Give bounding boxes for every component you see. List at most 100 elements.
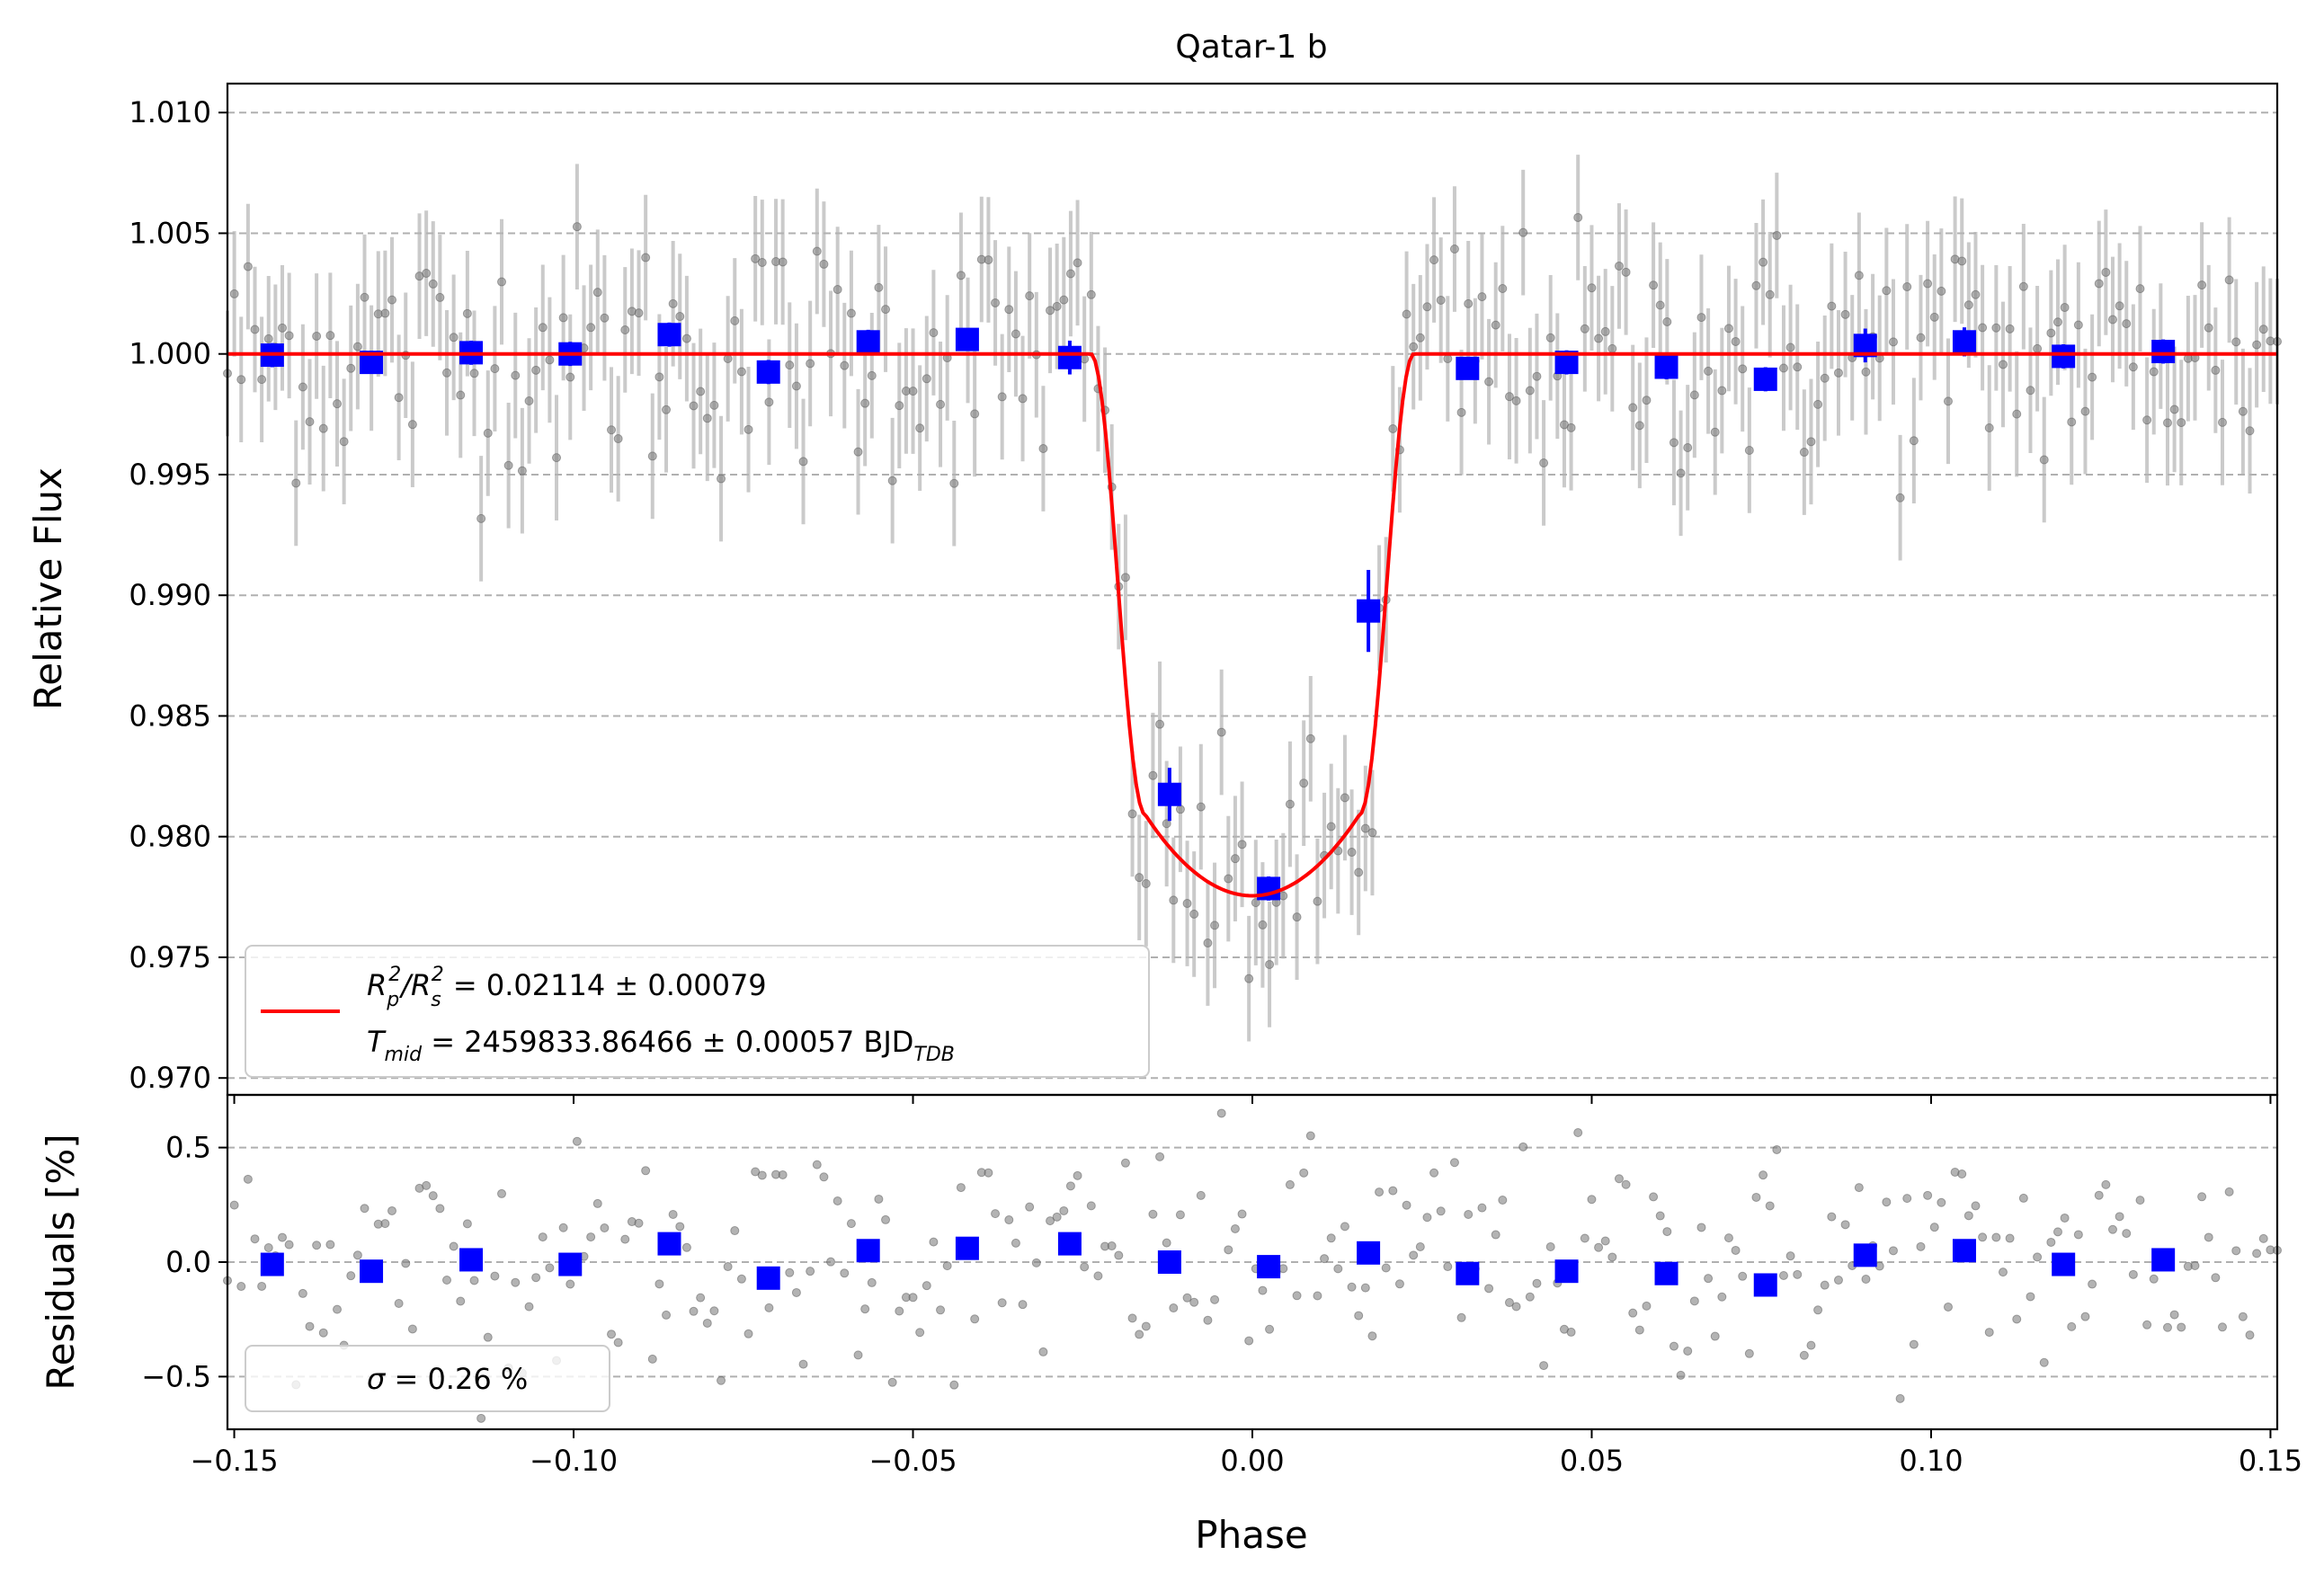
- raw-data-point: [1305, 734, 1315, 743]
- residual-point: [1477, 1203, 1487, 1213]
- binned-residual-point: [1357, 1241, 1381, 1265]
- residual-point: [812, 1160, 822, 1169]
- raw-data-point: [620, 325, 630, 334]
- residual-point: [1381, 1263, 1391, 1273]
- raw-data-point: [751, 253, 761, 263]
- residual-point: [846, 1219, 856, 1229]
- residual-point: [2080, 1312, 2090, 1321]
- residual-point: [1120, 1158, 1130, 1168]
- bottom-x-tick-label: 0.15: [2239, 1444, 2302, 1478]
- residual-point: [1902, 1194, 1912, 1204]
- raw-data-point: [798, 457, 808, 467]
- residual-point: [2033, 1252, 2043, 1262]
- residual-point: [668, 1209, 678, 1219]
- top-y-tick-label: 0.990: [129, 578, 211, 612]
- raw-data-point: [1018, 394, 1028, 404]
- residual-point: [1518, 1142, 1528, 1152]
- bottom-legend: σ = 0.26 %: [245, 1345, 610, 1412]
- bottom-x-tick-label: 0.00: [1220, 1444, 1284, 1478]
- raw-data-point: [1237, 840, 1247, 849]
- residual-point: [1717, 1292, 1727, 1302]
- residual-point: [1580, 1233, 1589, 1243]
- top-y-tick-label: 0.995: [129, 458, 211, 492]
- residual-point: [1916, 1241, 1926, 1251]
- raw-data-point: [1998, 360, 2008, 369]
- raw-data-point: [970, 409, 980, 419]
- raw-data-point: [2142, 415, 2152, 425]
- raw-data-point: [1642, 396, 1652, 405]
- raw-data-point: [1861, 367, 1871, 377]
- residual-point: [1806, 1340, 1816, 1350]
- residual-point: [1443, 1262, 1453, 1272]
- raw-data-point: [1793, 362, 1803, 372]
- raw-data-point: [538, 323, 548, 333]
- raw-data-point: [2162, 418, 2172, 428]
- raw-data-point: [778, 257, 788, 267]
- residual-point: [229, 1200, 239, 1210]
- residual-point: [2039, 1357, 2049, 1367]
- residual-point: [2046, 1237, 2056, 1247]
- residual-point: [2052, 1227, 2062, 1237]
- binned-flux-point: [1357, 599, 1381, 623]
- legend-rp-symbol: R: [367, 968, 387, 1002]
- residual-point: [1525, 1292, 1535, 1302]
- residual-point: [394, 1298, 404, 1308]
- residual-point: [2005, 1233, 2015, 1243]
- bottom-x-tick-label: 0.05: [1560, 1444, 1624, 1478]
- residual-point: [1409, 1250, 1419, 1260]
- residual-point: [1744, 1348, 1754, 1358]
- residual-point: [263, 1243, 273, 1253]
- residual-point: [709, 1306, 719, 1316]
- raw-data-point: [291, 478, 301, 488]
- raw-data-point: [1340, 793, 1349, 803]
- residual-point: [2094, 1190, 2104, 1200]
- residual-point: [1065, 1181, 1075, 1191]
- residual-point: [2231, 1246, 2241, 1256]
- raw-data-point: [1025, 291, 1035, 301]
- residual-point: [1943, 1302, 1953, 1312]
- raw-data-point: [1840, 309, 1850, 319]
- legend-tmid-value: = 2459833.86466 ± 0.00057 BJD: [422, 1025, 913, 1059]
- raw-data-point: [1738, 364, 1748, 374]
- residual-point: [1704, 1274, 1714, 1284]
- raw-data-point: [1634, 421, 1644, 431]
- residual-point: [1957, 1169, 1967, 1179]
- binned-residual-point: [1157, 1250, 1181, 1274]
- residual-point: [723, 1262, 733, 1272]
- raw-data-point: [1127, 809, 1137, 819]
- residual-point: [1827, 1212, 1837, 1222]
- residual-point: [997, 1298, 1007, 1308]
- bottom-binned-points: [260, 1232, 2176, 1297]
- binned-residual-point: [1554, 1259, 1579, 1284]
- raw-data-point: [647, 451, 657, 461]
- binned-flux-point: [1456, 356, 1480, 380]
- residual-point: [524, 1302, 534, 1312]
- raw-data-point: [819, 259, 829, 269]
- residual-point: [1689, 1296, 1699, 1306]
- residual-point: [853, 1350, 863, 1360]
- residual-point: [1772, 1144, 1782, 1154]
- residual-point: [751, 1167, 761, 1177]
- residual-point: [407, 1324, 417, 1334]
- residual-point: [2088, 1279, 2097, 1289]
- raw-data-point: [1696, 313, 1706, 323]
- raw-data-point: [1182, 899, 1192, 909]
- binned-flux-point: [756, 360, 780, 384]
- residual-point: [791, 1287, 801, 1297]
- raw-data-point: [662, 405, 672, 414]
- raw-data-point: [730, 316, 740, 325]
- raw-data-point: [1388, 423, 1398, 433]
- residual-point: [634, 1218, 644, 1228]
- residual-point: [2107, 1224, 2117, 1234]
- raw-data-point: [298, 382, 307, 392]
- binned-flux-point: [1157, 782, 1181, 806]
- raw-data-point: [318, 423, 328, 433]
- raw-data-point: [1854, 271, 1864, 280]
- residual-point: [1326, 1233, 1336, 1243]
- residual-point: [1840, 1220, 1850, 1230]
- raw-data-point: [764, 397, 774, 407]
- raw-data-point: [1587, 283, 1597, 293]
- raw-data-point: [1545, 333, 1555, 342]
- residual-point: [764, 1303, 774, 1312]
- binned-flux-point: [1057, 345, 1082, 369]
